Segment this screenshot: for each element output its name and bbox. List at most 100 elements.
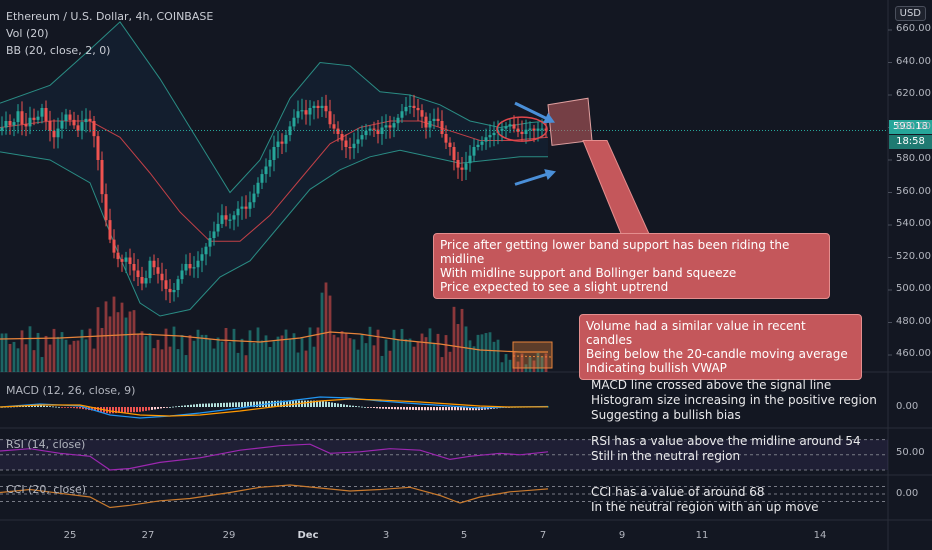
candle-body <box>292 117 296 127</box>
volume-bar <box>272 341 276 372</box>
bollinger-indicator-label[interactable]: BB (20, close, 2, 0) <box>6 44 111 57</box>
lower-band-arrow-shaft <box>514 172 550 186</box>
macd-histogram-bar <box>154 407 156 410</box>
macd-histogram-bar <box>73 407 75 409</box>
candle-body <box>456 160 460 168</box>
volume-bar <box>444 335 448 372</box>
candle-body <box>336 128 340 134</box>
candle-body <box>332 124 336 129</box>
macd-histogram-bar <box>55 406 57 408</box>
volume-bar <box>264 335 268 372</box>
candle-body <box>140 277 144 284</box>
price-tick-label: 520.00 <box>896 250 931 262</box>
volume-bar <box>184 355 188 372</box>
candle-body <box>416 108 420 111</box>
volume-bar <box>248 330 252 372</box>
volume-bar <box>360 334 364 372</box>
volume-bar <box>252 342 256 372</box>
rsi-pane-label[interactable]: RSI (14, close) <box>6 438 86 451</box>
volume-callout-line: Being below the 20-candle moving average <box>586 347 848 361</box>
candle-body <box>444 134 448 143</box>
candle-body <box>196 260 200 268</box>
price-tick-label: 640.00 <box>896 55 931 67</box>
volume-bar <box>48 344 52 372</box>
macd-histogram-bar <box>34 405 36 407</box>
candle-body <box>448 142 452 147</box>
candle-body <box>484 137 488 142</box>
candle-body <box>124 257 128 262</box>
macd-histogram-bar <box>466 407 468 411</box>
candle-body <box>500 128 504 131</box>
candle-body <box>396 117 400 124</box>
macd-histogram-bar <box>334 403 336 407</box>
volume-bar <box>348 338 352 372</box>
macd-histogram-bar <box>211 403 213 407</box>
macd-histogram-bar <box>376 407 378 409</box>
volume-bar <box>44 335 48 372</box>
time-tick-label: 3 <box>382 530 390 541</box>
macd-histogram-bar <box>82 407 84 410</box>
macd-histogram-bar <box>427 407 429 411</box>
candle-body <box>84 118 88 123</box>
candle-body <box>308 108 312 115</box>
volume-bar <box>488 332 492 372</box>
macd-histogram-bar <box>340 403 342 407</box>
macd-histogram-bar <box>43 405 45 407</box>
candle-body <box>284 135 288 144</box>
volume-bar <box>532 360 536 372</box>
macd-histogram-bar <box>409 407 411 410</box>
macd-histogram-bar <box>343 404 345 407</box>
volume-callout: Volume had a similar value in recent can… <box>579 314 862 380</box>
cci-pane-label[interactable]: CCI (20, close) <box>6 483 87 496</box>
volume-bar <box>36 332 40 372</box>
macd-histogram-bar <box>133 407 135 413</box>
candle-body <box>12 122 16 126</box>
macd-histogram-bar <box>127 407 129 413</box>
callout-pointer <box>582 140 651 237</box>
volume-bar <box>112 296 116 372</box>
macd-histogram-bar <box>160 407 162 409</box>
volume-ma-line <box>0 331 548 353</box>
volume-bar <box>316 327 320 372</box>
candle-countdown: 18:58 <box>889 135 932 149</box>
volume-bar <box>72 340 76 372</box>
candle-body <box>412 105 416 108</box>
candle-body <box>248 202 252 209</box>
volume-bar <box>240 338 244 372</box>
macd-histogram-bar <box>52 406 54 408</box>
volume-bar <box>100 327 104 372</box>
macd-note: MACD line crossed above the signal line <box>591 378 832 392</box>
volume-bar <box>460 308 464 372</box>
volume-bar <box>196 329 200 372</box>
volume-bar <box>152 348 156 372</box>
candle-body <box>144 278 148 284</box>
volume-bar <box>288 339 292 372</box>
candle-body <box>20 111 24 125</box>
macd-histogram-bar <box>250 401 252 407</box>
cci-note: CCI has a value of around 68 <box>591 485 765 499</box>
candle-body <box>256 182 260 194</box>
macd-histogram-bar <box>319 400 321 407</box>
price-tick-label: 500.00 <box>896 283 931 294</box>
candle-body <box>532 128 536 131</box>
currency-button[interactable]: USD <box>894 6 926 21</box>
macd-histogram-bar <box>232 402 234 407</box>
current-price-tag: 598.18 <box>889 120 932 134</box>
candle-body <box>468 155 472 164</box>
volume-bar <box>536 353 540 372</box>
candle-body <box>268 160 272 167</box>
price-tick-label: 540.00 <box>896 218 931 229</box>
macd-pane-label[interactable]: MACD (12, 26, close, 9) <box>6 384 136 397</box>
candle-body <box>148 260 152 279</box>
time-tick-label: 29 <box>222 530 236 541</box>
macd-histogram-bar <box>361 406 363 408</box>
volume-indicator-label[interactable]: Vol (20) <box>6 27 49 40</box>
macd-histogram-bar <box>229 402 231 407</box>
price-callout: Price after getting lower band support h… <box>433 233 830 299</box>
macd-histogram-bar <box>331 402 333 407</box>
volume-bar <box>136 334 140 372</box>
macd-histogram-bar <box>472 407 474 411</box>
candle-body <box>128 257 132 264</box>
